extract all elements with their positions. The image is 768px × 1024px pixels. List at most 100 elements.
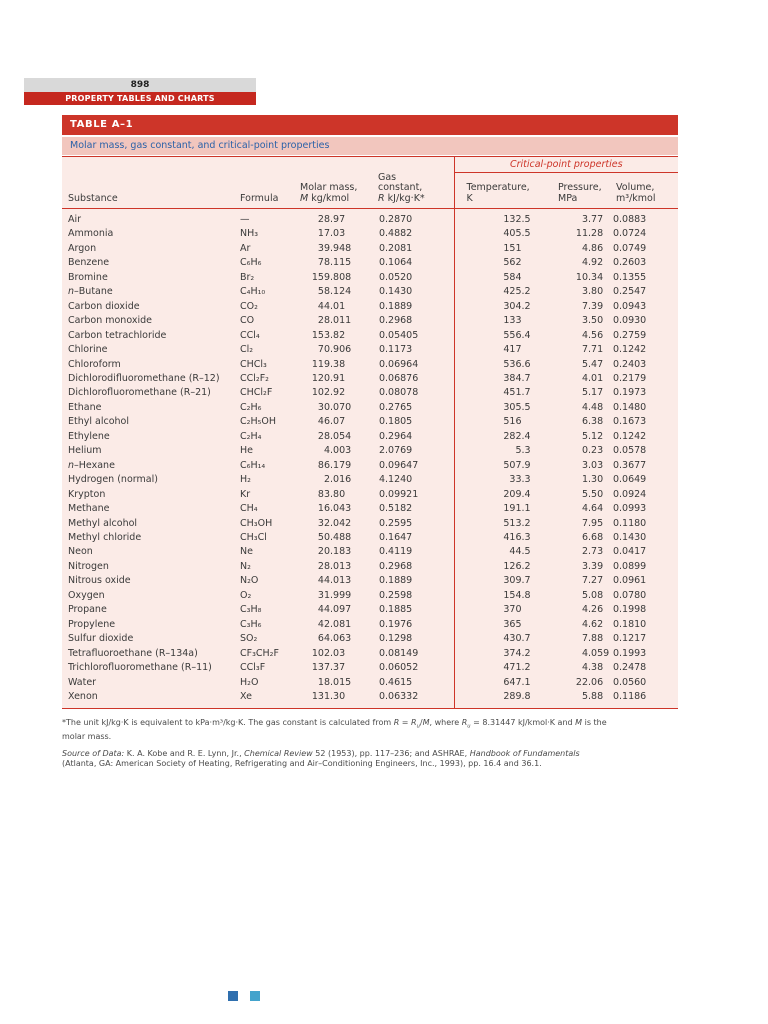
cell-gas-constant: 4.1240: [378, 474, 413, 486]
col-substance: Substance: [62, 172, 240, 209]
table-row: Xenon Xe 131.30 0.06332 289.8 5.88 0.1186: [62, 689, 678, 709]
cell-pressure: 5.17: [581, 387, 604, 399]
cell-substance: Tetrafluoroethane (R–134a): [68, 647, 198, 659]
cell-volume: 0.1973: [612, 387, 647, 399]
table-row: Dichlorofluoromethane (R–21) CHCl₂F 102.92…: [62, 386, 678, 401]
cell-volume: 0.2547: [612, 286, 647, 298]
cell-substance: Ammonia: [68, 228, 114, 240]
table-row: Air — 28.97 0.2870 132.5 3.77 0.0883: [62, 208, 678, 228]
cell-temperature: 513.2: [453, 516, 534, 531]
cell-temperature: 370: [453, 603, 534, 618]
cell-formula: NH₃: [240, 228, 259, 240]
table-row: Helium He 4.003 2.0769 5.3 0.23 0.0578: [62, 444, 678, 459]
table-row: n–Butane C₄H₁₀ 58.124 0.1430 425.2 3.80 0.2547: [62, 285, 678, 300]
cell-pressure: 5.50: [581, 488, 604, 500]
cell-substance: Bromine: [68, 271, 108, 283]
cell-substance: Chloroform: [68, 358, 121, 370]
cell-formula: CF₃CH₂F: [240, 647, 279, 659]
cell-molar-mass: 70.906: [317, 344, 352, 356]
cell-temperature: 44.5: [453, 545, 534, 560]
cell-formula: CCl₃F: [240, 662, 266, 674]
cell-pressure: 4.059: [581, 647, 610, 659]
cell-substance: Dichlorodifluoromethane (R–12): [68, 372, 220, 384]
table-row: Tetrafluoroethane (R–134a) CF₃CH₂F 102.03 0…: [62, 646, 678, 662]
cell-molar-mass: 2.016: [323, 474, 352, 486]
cell-gas-constant: 0.1430: [378, 286, 413, 298]
cell-molar-mass: 18.015: [317, 676, 352, 688]
cell-substance: Sulfur dioxide: [68, 633, 134, 645]
cell-formula: CCl₄: [240, 329, 260, 341]
cell-temperature: 33.3: [453, 473, 534, 488]
cell-pressure: 3.80: [581, 286, 604, 298]
cell-substance: Oxygen: [68, 589, 105, 601]
cell-molar-mass: 64.063: [317, 633, 352, 645]
cell-temperature: 405.5: [453, 227, 534, 242]
cell-pressure: 1.30: [581, 474, 604, 486]
cell-formula: C₃H₈: [240, 604, 262, 616]
cell-substance: Krypton: [68, 488, 106, 500]
cell-molar-mass: 159.808: [311, 271, 352, 283]
cell-pressure: 4.64: [581, 503, 604, 515]
cell-temperature: 209.4: [453, 487, 534, 503]
cell-substance: Ethylene: [68, 430, 110, 442]
cell-formula: Cl₂: [240, 344, 254, 356]
cell-volume: 0.1355: [612, 271, 647, 283]
cell-molar-mass: 131.30: [311, 690, 346, 702]
cell-volume: 0.1480: [612, 401, 647, 413]
cell-substance: Ethyl alcohol: [68, 416, 129, 428]
cell-volume: 0.1242: [612, 344, 647, 356]
cell-pressure: 22.06: [575, 676, 604, 688]
cell-temperature: 536.6: [453, 357, 534, 372]
cell-pressure: 3.77: [581, 214, 604, 225]
cell-pressure: 5.88: [581, 690, 604, 702]
cell-gas-constant: 0.1889: [378, 575, 413, 587]
table-row: Carbon tetrachloride CCl₄ 153.82 0.05405 556…: [62, 328, 678, 344]
cell-temperature: 151: [453, 241, 534, 257]
table-row: Methane CH₄ 16.043 0.5182 191.1 4.64 0.0993: [62, 502, 678, 517]
table-row: Carbon dioxide CO₂ 44.01 0.1889 304.2 7.39 0.0…: [62, 299, 678, 315]
col-temperature: Temperature, K: [466, 182, 530, 204]
table-footnote: *The unit kJ/kg·K is equivalent to kPa·m…: [62, 718, 607, 741]
cell-molar-mass: 58.124: [317, 286, 352, 298]
cell-pressure: 5.47: [581, 358, 604, 370]
cell-formula: CO₂: [240, 300, 258, 312]
table-row: Sulfur dioxide SO₂ 64.063 0.1298 430.7 7.88 0.…: [62, 632, 678, 647]
table-row: Ethylene C₂H₄ 28.054 0.2964 282.4 5.12 0.1242: [62, 429, 678, 445]
cell-molar-mass: 42.081: [317, 618, 352, 630]
cell-formula: Xe: [240, 690, 252, 702]
cell-gas-constant: 0.2964: [378, 430, 413, 442]
cell-substance: Methyl alcohol: [68, 517, 138, 529]
table-row: Ethane C₂H₆ 30.070 0.2765 305.5 4.48 0.1480: [62, 400, 678, 416]
cell-formula: SO₂: [240, 633, 258, 645]
cell-substance: Xenon: [68, 690, 98, 702]
cell-molar-mass: 46.07: [317, 416, 346, 428]
cell-gas-constant: 0.06964: [378, 358, 419, 370]
cell-temperature: 289.8: [453, 689, 534, 709]
cell-temperature: 154.8: [453, 588, 534, 604]
cell-temperature: 365: [453, 617, 534, 633]
cell-substance: Carbon dioxide: [68, 300, 140, 312]
col-volume: Volume, m³/kmol: [616, 182, 656, 204]
cell-substance: Methyl chloride: [68, 531, 142, 543]
table-row: Chloroform CHCl₃ 119.38 0.06964 536.6 5.47 0.2…: [62, 357, 678, 372]
cell-volume: 0.1993: [612, 647, 647, 659]
cell-gas-constant: 0.1173: [378, 344, 413, 356]
cell-volume: 0.0560: [612, 676, 647, 688]
cell-molar-mass: 44.01: [317, 300, 346, 312]
page-number: 898: [24, 78, 256, 92]
cell-substance: Hydrogen (normal): [68, 474, 158, 486]
cell-formula: CHCl₃: [240, 358, 267, 370]
table-body: Air — 28.97 0.2870 132.5 3.77 0.0883 Ammonia NH₃…: [62, 208, 678, 709]
cell-volume: 0.0943: [612, 300, 647, 312]
cell-formula: CCl₂F₂: [240, 372, 269, 384]
cell-volume: 0.1242: [612, 430, 647, 442]
cell-temperature: 133: [453, 314, 534, 329]
cell-gas-constant: 0.05405: [378, 329, 419, 341]
cell-molar-mass: 44.013: [317, 575, 352, 587]
cell-formula: C₃H₆: [240, 618, 262, 630]
cell-gas-constant: 0.4615: [378, 676, 413, 688]
cell-molar-mass: 28.054: [317, 430, 352, 442]
cell-volume: 0.1180: [612, 517, 647, 529]
cell-temperature: 384.7: [453, 371, 534, 387]
cell-formula: N₂O: [240, 575, 259, 587]
